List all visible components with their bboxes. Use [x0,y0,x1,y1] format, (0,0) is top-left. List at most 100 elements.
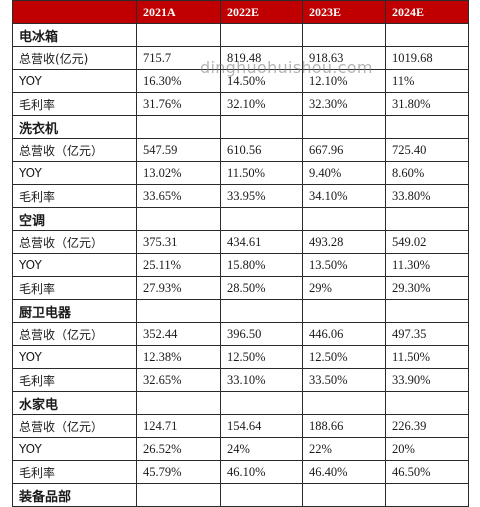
section-title: 装备品部 [12,483,137,507]
value-cell: 46.50% [385,460,469,484]
value-cell: 24% [220,437,303,461]
table-row: 毛利率 45.79% 46.10% 46.40% 46.50% [12,460,469,484]
section-row: 厨卫电器 [12,299,469,323]
value-cell: 33.10% [220,368,303,392]
empty-cell [302,207,386,231]
table-row: YOY 26.52% 24% 22% 20% [12,437,469,461]
table-row: 总营收（亿元） 352.44 396.50 446.06 497.35 [12,322,469,346]
header-year: 2021A [136,0,221,24]
empty-cell [136,23,221,47]
table-row: 毛利率 27.93% 28.50% 29% 29.30% [12,276,469,300]
value-cell: 396.50 [220,322,303,346]
table-row: YOY 12.38% 12.50% 12.50% 11.50% [12,345,469,369]
empty-cell [136,299,221,323]
value-cell: 12.50% [220,345,303,369]
header-year: 2023E [302,0,386,24]
row-label: YOY [12,69,137,93]
row-label: 毛利率 [12,276,137,300]
section-row: 洗衣机 [12,115,469,139]
value-cell: 33.80% [385,184,469,208]
value-cell: 25.11% [136,253,221,277]
header-year: 2024E [385,0,469,24]
value-cell: 918.63 [302,46,386,70]
value-cell: 188.66 [302,414,386,438]
section-row: 电冰箱 [12,23,469,47]
value-cell: 725.40 [385,138,469,162]
value-cell: 1019.68 [385,46,469,70]
value-cell: 29% [302,276,386,300]
value-cell: 16.30% [136,69,221,93]
section-title: 厨卫电器 [12,299,137,323]
table-row: YOY 25.11% 15.80% 13.50% 11.30% [12,253,469,277]
empty-cell [302,299,386,323]
value-cell: 11% [385,69,469,93]
value-cell: 33.95% [220,184,303,208]
row-label: 总营收(亿元) [12,46,137,70]
value-cell: 12.10% [302,69,386,93]
value-cell: 124.71 [136,414,221,438]
empty-cell [220,483,303,507]
table-row: 总营收（亿元） 547.59 610.56 667.96 725.40 [12,138,469,162]
value-cell: 819.48 [220,46,303,70]
value-cell: 31.76% [136,92,221,116]
forecast-table: 2021A 2022E 2023E 2024E 电冰箱 总营收(亿元) 715.7 8… [12,0,469,507]
table-row: 毛利率 31.76% 32.10% 32.30% 31.80% [12,92,469,116]
value-cell: 12.50% [302,345,386,369]
value-cell: 446.06 [302,322,386,346]
table-row: YOY 13.02% 11.50% 9.40% 8.60% [12,161,469,185]
value-cell: 13.50% [302,253,386,277]
table-row: YOY 16.30% 14.50% 12.10% 11% [12,69,469,93]
value-cell: 15.80% [220,253,303,277]
row-label: 毛利率 [12,184,137,208]
empty-cell [136,207,221,231]
empty-cell [220,391,303,415]
value-cell: 26.52% [136,437,221,461]
empty-cell [220,115,303,139]
value-cell: 715.7 [136,46,221,70]
value-cell: 32.65% [136,368,221,392]
value-cell: 352.44 [136,322,221,346]
value-cell: 497.35 [385,322,469,346]
value-cell: 22% [302,437,386,461]
row-label: YOY [12,345,137,369]
value-cell: 11.50% [220,161,303,185]
section-row: 水家电 [12,391,469,415]
row-label: 毛利率 [12,92,137,116]
value-cell: 20% [385,437,469,461]
value-cell: 667.96 [302,138,386,162]
value-cell: 33.50% [302,368,386,392]
empty-cell [220,299,303,323]
empty-cell [220,207,303,231]
empty-cell [136,391,221,415]
value-cell: 226.39 [385,414,469,438]
table-row: 总营收(亿元) 715.7 819.48 918.63 1019.68 [12,46,469,70]
value-cell: 46.10% [220,460,303,484]
value-cell: 493.28 [302,230,386,254]
table-header: 2021A 2022E 2023E 2024E [12,0,469,24]
empty-cell [385,207,469,231]
section-title: 电冰箱 [12,23,137,47]
table-row: 毛利率 33.65% 33.95% 34.10% 33.80% [12,184,469,208]
value-cell: 32.30% [302,92,386,116]
section-row: 空调 [12,207,469,231]
empty-cell [136,115,221,139]
empty-cell [136,483,221,507]
value-cell: 31.80% [385,92,469,116]
empty-cell [302,115,386,139]
value-cell: 13.02% [136,161,221,185]
value-cell: 549.02 [385,230,469,254]
empty-cell [385,299,469,323]
section-title: 洗衣机 [12,115,137,139]
table-row: 总营收（亿元） 375.31 434.61 493.28 549.02 [12,230,469,254]
value-cell: 610.56 [220,138,303,162]
header-year: 2022E [220,0,303,24]
empty-cell [302,23,386,47]
empty-cell [385,391,469,415]
value-cell: 11.30% [385,253,469,277]
row-label: 总营收（亿元） [12,414,137,438]
header-corner [12,0,137,24]
value-cell: 14.50% [220,69,303,93]
value-cell: 154.64 [220,414,303,438]
row-label: YOY [12,437,137,461]
value-cell: 32.10% [220,92,303,116]
